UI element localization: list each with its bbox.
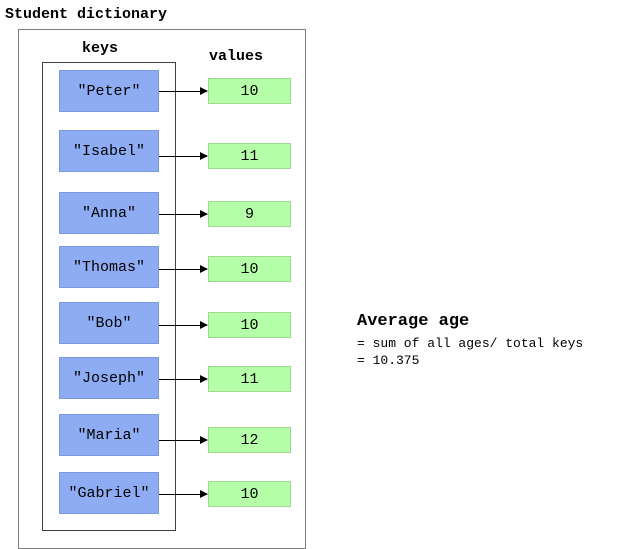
mapping-arrow xyxy=(159,321,208,329)
value-box: 10 xyxy=(208,256,291,282)
key-box: "Thomas" xyxy=(59,246,159,288)
mapping-arrow xyxy=(159,265,208,273)
value-box: 9 xyxy=(208,201,291,227)
key-label: "Isabel" xyxy=(72,142,145,160)
value-label: 10 xyxy=(240,316,259,334)
mapping-arrow xyxy=(159,490,208,498)
average-formula: = sum of all ages/ total keys xyxy=(357,336,584,351)
key-label: "Gabriel" xyxy=(68,484,150,502)
values-header: values xyxy=(209,48,264,65)
keys-header: keys xyxy=(82,40,119,57)
key-box: "Maria" xyxy=(59,414,159,456)
value-label: 10 xyxy=(240,485,259,503)
mapping-arrow xyxy=(159,436,208,444)
value-label: 10 xyxy=(240,82,259,100)
diagram-title: Student dictionary xyxy=(5,6,168,23)
key-box: "Isabel" xyxy=(59,130,159,172)
keys-container xyxy=(42,62,176,531)
key-box: "Joseph" xyxy=(59,357,159,399)
key-label: "Thomas" xyxy=(72,258,145,276)
key-box: "Anna" xyxy=(59,192,159,234)
value-label: 10 xyxy=(240,260,259,278)
value-box: 10 xyxy=(208,78,291,104)
value-label: 9 xyxy=(244,205,254,223)
key-box: "Bob" xyxy=(59,302,159,344)
value-box: 10 xyxy=(208,312,291,338)
value-label: 11 xyxy=(240,147,259,165)
mapping-arrow xyxy=(159,210,208,218)
value-box: 11 xyxy=(208,366,291,392)
value-label: 12 xyxy=(240,431,259,449)
key-label: "Maria" xyxy=(77,426,141,444)
key-box: "Peter" xyxy=(59,70,159,112)
value-label: 11 xyxy=(240,370,259,388)
mapping-arrow xyxy=(159,87,208,95)
key-label: "Peter" xyxy=(77,82,141,100)
value-box: 12 xyxy=(208,427,291,453)
key-label: "Joseph" xyxy=(72,369,145,387)
key-label: "Bob" xyxy=(86,314,132,332)
mapping-arrow xyxy=(159,152,208,160)
value-box: 10 xyxy=(208,481,291,507)
key-label: "Anna" xyxy=(81,204,136,222)
average-title: Average age xyxy=(357,312,470,331)
key-box: "Gabriel" xyxy=(59,472,159,514)
average-result: = 10.375 xyxy=(357,353,420,368)
value-box: 11 xyxy=(208,143,291,169)
mapping-arrow xyxy=(159,375,208,383)
